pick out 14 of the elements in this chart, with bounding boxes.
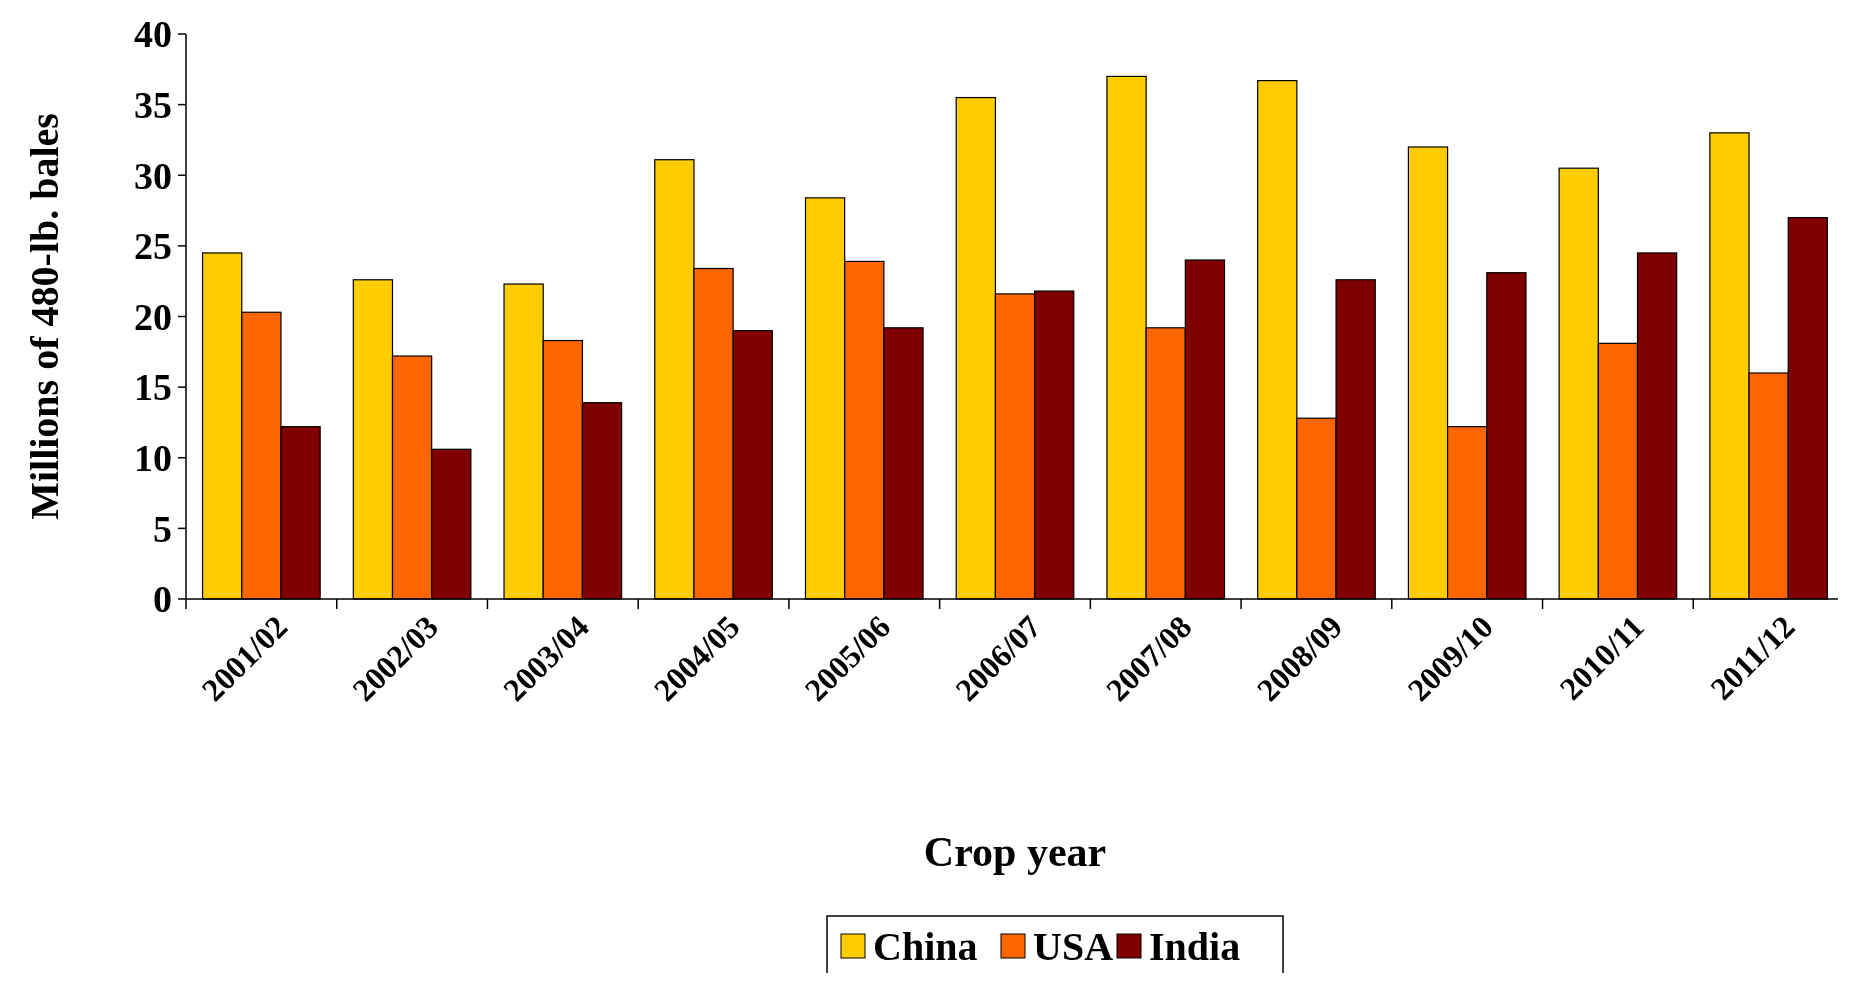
y-tick-label: 10 [134, 437, 172, 480]
legend-label: India [1149, 924, 1241, 969]
y-tick-label: 20 [134, 295, 172, 338]
y-tick-label: 0 [153, 578, 172, 621]
y-tick-label: 30 [134, 154, 172, 197]
legend-label: China [873, 924, 978, 969]
y-tick-label: 5 [153, 507, 172, 550]
y-tick-label: 15 [134, 366, 172, 409]
y-axis-title: Millions of 480-lb. bales [22, 113, 67, 520]
y-tick-label: 25 [134, 225, 172, 268]
y-tick-label: 35 [134, 83, 172, 126]
x-axis-title: Crop year [923, 829, 1107, 875]
y-tick-label: 40 [134, 13, 172, 56]
legend-label: USA [1033, 924, 1114, 969]
